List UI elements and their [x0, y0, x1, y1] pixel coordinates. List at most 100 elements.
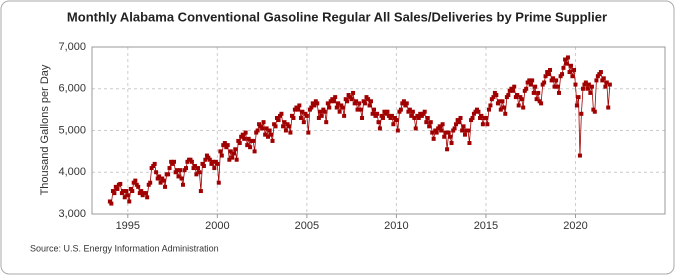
point — [552, 84, 557, 89]
point — [537, 99, 542, 104]
point — [324, 120, 329, 125]
point — [281, 124, 286, 129]
point — [357, 101, 362, 106]
point — [185, 159, 190, 164]
point — [198, 189, 203, 194]
point — [360, 115, 365, 120]
x-tick-label: 2005 — [295, 220, 319, 232]
point — [245, 143, 250, 148]
point — [291, 115, 296, 120]
point — [257, 122, 262, 127]
point — [595, 74, 600, 79]
point — [555, 84, 560, 89]
point — [565, 55, 570, 60]
point — [176, 174, 181, 179]
point — [169, 159, 174, 164]
y-tick-label: 4,000 — [58, 166, 86, 178]
point — [386, 113, 391, 118]
point — [274, 115, 279, 120]
point — [203, 157, 208, 162]
point — [361, 99, 366, 104]
point — [192, 163, 197, 168]
point — [251, 138, 256, 143]
point — [558, 74, 563, 79]
point — [130, 189, 135, 194]
point — [109, 201, 114, 206]
point — [267, 128, 272, 133]
point — [307, 107, 312, 112]
point — [437, 124, 442, 129]
point — [413, 126, 418, 131]
point — [380, 115, 385, 120]
point — [246, 136, 251, 141]
point — [554, 78, 559, 83]
point — [172, 159, 177, 164]
point — [318, 109, 323, 114]
point — [528, 82, 533, 87]
point — [579, 111, 584, 116]
point — [409, 113, 414, 118]
source: Source: U.S. Energy Information Administ… — [30, 243, 219, 253]
point — [352, 101, 357, 106]
point — [112, 191, 117, 196]
point — [139, 189, 144, 194]
point — [461, 124, 466, 129]
point — [330, 97, 335, 102]
point — [255, 128, 260, 133]
point — [494, 93, 499, 98]
point — [497, 99, 502, 104]
point — [512, 84, 517, 89]
point — [379, 113, 384, 118]
point — [404, 101, 409, 106]
point — [604, 80, 609, 85]
point — [530, 78, 535, 83]
point — [606, 105, 611, 110]
point — [343, 97, 348, 102]
point — [577, 153, 582, 158]
point — [276, 118, 281, 123]
point — [313, 99, 318, 104]
point — [372, 107, 377, 112]
point — [336, 101, 341, 106]
point — [322, 109, 327, 114]
point — [258, 124, 263, 129]
point — [209, 161, 214, 166]
y-tick-label: 7,000 — [58, 41, 86, 53]
point — [373, 113, 378, 118]
point — [594, 78, 599, 83]
point — [401, 99, 406, 104]
point — [191, 166, 196, 171]
point — [403, 103, 408, 108]
point — [315, 101, 320, 106]
point — [510, 88, 515, 93]
point — [518, 95, 523, 100]
point — [425, 115, 430, 120]
point — [319, 113, 324, 118]
chart-title: Monthly Alabama Conventional Gasoline Re… — [67, 9, 607, 24]
point — [457, 120, 462, 125]
point — [483, 115, 488, 120]
point — [376, 120, 381, 125]
point — [300, 109, 305, 114]
point — [591, 107, 596, 112]
point — [556, 90, 561, 95]
point — [415, 113, 420, 118]
point — [269, 132, 274, 137]
point — [601, 76, 606, 81]
point — [384, 111, 389, 116]
point — [321, 107, 326, 112]
point — [407, 107, 412, 112]
point — [560, 72, 565, 77]
point — [519, 97, 524, 102]
point — [294, 105, 299, 110]
point — [388, 115, 393, 120]
point — [375, 111, 380, 116]
point — [434, 130, 439, 135]
point — [364, 95, 369, 100]
point — [152, 161, 157, 166]
point — [370, 111, 375, 116]
x-tick-label: 2020 — [563, 220, 587, 232]
point — [272, 122, 277, 127]
